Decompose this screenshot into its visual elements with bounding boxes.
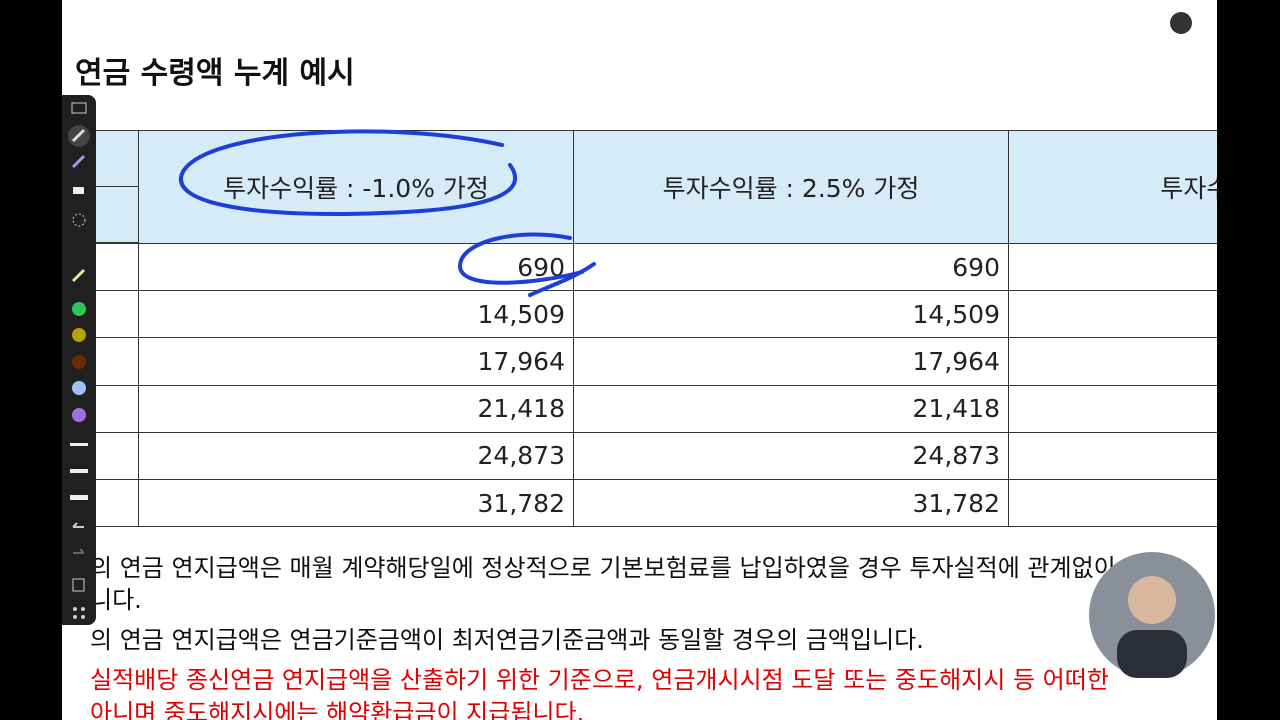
width-3[interactable]: [70, 495, 88, 500]
notes: 의 연금 연지급액은 매월 계약해당일에 정상적으로 기본보험료를 납입하였을 …: [62, 0, 1217, 720]
note-line: 니다.: [90, 586, 142, 614]
webcam-body: [1117, 630, 1187, 678]
note-line: 아니며 중도해지시에는 해약환급금이 지급됩니다.: [90, 699, 585, 720]
note-line: 의 연금 연지급액은 매월 계약해당일에 정상적으로 기본보험료를 납입하였을 …: [90, 554, 1116, 582]
toolbar: [62, 95, 96, 625]
table-cell: [1008, 479, 1217, 528]
note-line: 의 연금 연지급액은 연금기준금액이 최저연금기준금액과 동일할 경우의 금액입…: [90, 626, 924, 654]
column-header: 투자수익률 : 2.5% 가정: [573, 130, 1009, 244]
pen-icon[interactable]: [71, 128, 86, 143]
marker-icon[interactable]: [71, 154, 86, 169]
color-purple[interactable]: [72, 408, 86, 422]
color-green[interactable]: [72, 302, 86, 316]
ink-ellipse: [179, 129, 518, 217]
lasso-icon[interactable]: [72, 213, 86, 227]
color-olive[interactable]: [72, 328, 86, 342]
table-cell: 17,964: [138, 337, 574, 386]
undo-icon[interactable]: [72, 522, 84, 528]
toolbar-icons: [68, 102, 90, 619]
webcam-face: [1128, 576, 1176, 624]
ink-layer: [179, 12, 1215, 678]
ink-loop: [458, 232, 584, 285]
page-icon[interactable]: [72, 578, 85, 592]
color-brown[interactable]: [72, 355, 86, 369]
eraser-icon[interactable]: [73, 187, 84, 194]
column-header: 투자수익률 :: [1008, 130, 1217, 244]
note-line: 실적배당 종신연금 연지급액을 산출하기 위한 기준으로, 연금개시시점 도달 …: [90, 666, 1109, 694]
ink-stroke: [528, 262, 596, 297]
table-cell: 24,873: [573, 431, 1009, 480]
top-button[interactable]: [1170, 12, 1192, 34]
highlighter-icon[interactable]: [71, 268, 86, 283]
redo-icon[interactable]: [73, 548, 85, 554]
title: 연금 수령액 누계 예시: [75, 56, 355, 91]
width-2[interactable]: [70, 469, 88, 473]
width-1[interactable]: [70, 443, 88, 446]
keyboard-icon[interactable]: [71, 102, 87, 114]
color-blue[interactable]: [72, 381, 86, 395]
more-icon[interactable]: [73, 607, 85, 619]
column-header: 투자수익률 : -1.0% 가정: [138, 130, 574, 244]
document: 연금 수령액 누계 예시 투자수익률 : -1.0% 가정 투자수익률 : 2.5…: [62, 0, 1217, 720]
